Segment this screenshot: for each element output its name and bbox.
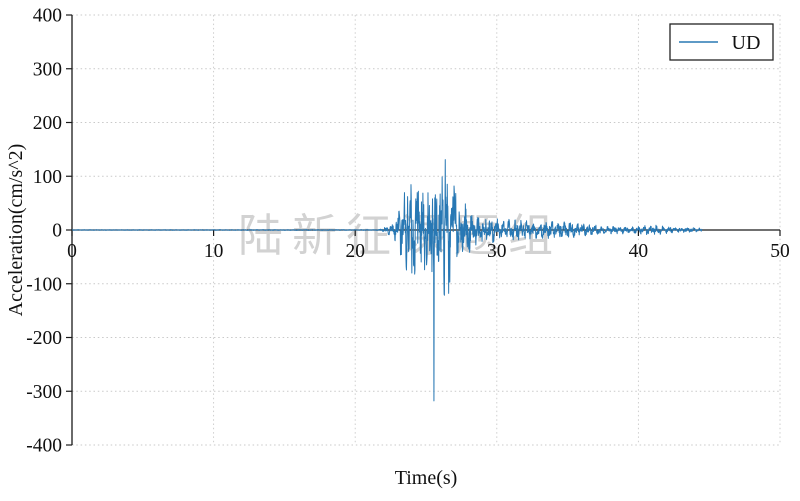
y-tick-label: 100	[33, 167, 62, 188]
y-tick-label: -300	[26, 382, 62, 403]
legend: UD	[669, 23, 774, 61]
x-tick-label: 20	[345, 241, 365, 262]
y-tick-label: 400	[33, 6, 62, 27]
legend-label: UD	[732, 32, 761, 54]
x-tick-label: 0	[67, 241, 77, 262]
x-axis-title: Time(s)	[395, 467, 458, 489]
x-tick-label: 10	[204, 241, 224, 262]
y-tick-label: -400	[26, 436, 62, 457]
y-tick-label: 0	[52, 221, 62, 242]
y-tick-label: -100	[26, 274, 62, 295]
y-axis-title: Acceleration(cm/s^2)	[5, 144, 27, 317]
y-tick-label: 300	[33, 59, 62, 80]
y-tick-label: 200	[33, 113, 62, 134]
x-tick-label: 30	[487, 241, 507, 262]
x-tick-label: 40	[629, 241, 649, 262]
y-tick-label: -200	[26, 328, 62, 349]
x-tick-label: 50	[770, 241, 790, 262]
ud-trace	[71, 159, 703, 402]
